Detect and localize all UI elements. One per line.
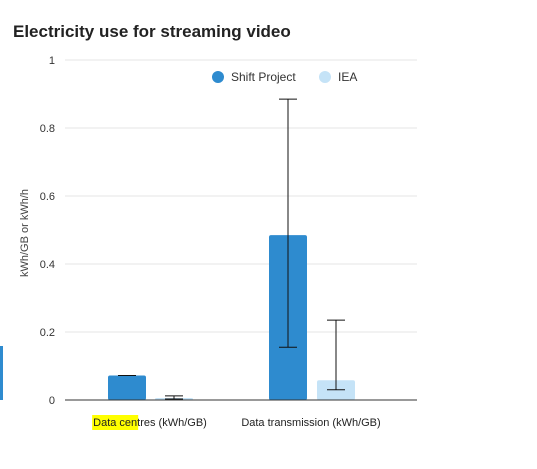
bars (108, 235, 355, 400)
legend: Shift Project IEA (212, 70, 357, 84)
bar-shift-project-0 (108, 375, 146, 400)
error-bar (165, 395, 183, 400)
x-tick-label: Data transmission (kWh/GB) (241, 417, 380, 429)
x-axis-labels: Data centres (kWh/GB) Data transmission (… (92, 415, 381, 430)
error-bar (279, 98, 297, 348)
x-tick-label: Data centres (kWh/GB) (93, 417, 207, 429)
chart-title: Electricity use for streaming video (13, 22, 291, 41)
y-tick-label: 0 (49, 395, 55, 407)
label-highlight (92, 415, 139, 430)
y-axis-title: kWh/GB or kWh/h (19, 189, 31, 277)
legend-item-shift-project[interactable]: Shift Project (212, 70, 296, 84)
legend-marker (212, 71, 224, 83)
legend-item-iea[interactable]: IEA (319, 70, 357, 84)
y-tick-label: 0.6 (40, 191, 55, 203)
y-tick-label: 0.4 (40, 259, 55, 271)
legend-label: Shift Project (231, 70, 296, 84)
y-tick-label: 0.2 (40, 327, 55, 339)
legend-label: IEA (338, 70, 357, 84)
partial-bar-edge (0, 346, 3, 400)
error-bar (327, 319, 345, 391)
error-bars (118, 98, 345, 400)
y-tick-label: 1 (49, 55, 55, 67)
legend-marker (319, 71, 331, 83)
y-axis-ticks: 0 0.2 0.4 0.6 0.8 1 (40, 55, 55, 407)
y-tick-label: 0.8 (40, 123, 55, 135)
chart-grid (65, 59, 417, 333)
